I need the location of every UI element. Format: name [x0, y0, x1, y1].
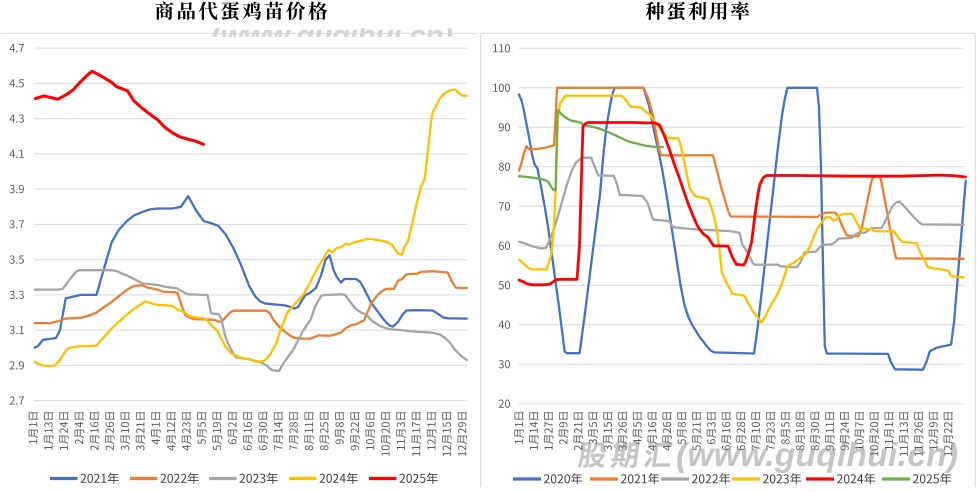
svg-text:(www.guqihui.cn): (www.guqihui.cn) — [211, 20, 453, 53]
svg-text:(www.guqihui.cn): (www.guqihui.cn) — [676, 437, 958, 474]
